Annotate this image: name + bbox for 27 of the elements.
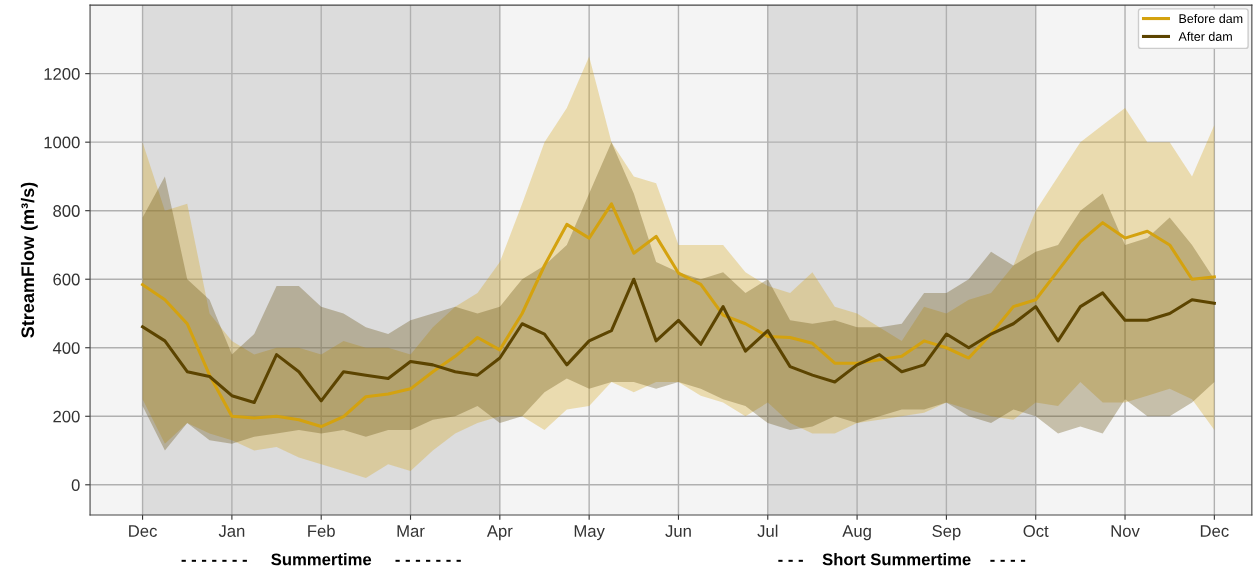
x-tick-label: Jan [218,525,245,537]
x-tick-label: Jun [665,525,691,537]
x-tick-label: Feb [308,524,335,537]
x-tick-label: Jul [757,524,778,537]
x-tick-label: Dec [1200,525,1229,537]
band-label: - - - Short Summertime - - - - [778,553,1026,566]
y-tick-label: 800 [53,205,80,217]
x-tick-label: Aug [842,525,871,541]
x-tick-label: Sep [932,525,961,541]
y-tick-label: 600 [53,273,80,286]
x-tick-label: Dec [129,525,157,537]
line-series [141,202,1216,429]
y-tick-label: 1200 [44,68,80,80]
y-tick-label: 0 [71,479,80,491]
y-tick-label: 1000 [44,136,80,149]
y-tick-label: 200 [53,410,80,423]
band-label: - - - - - - - Summertime - - - - - - - [181,553,461,566]
y-tick-label: 400 [52,342,80,354]
y-axis-title: StreamFlow (m³/s) [20,182,38,338]
x-tick-label: Mar [397,525,425,537]
legend-label: Before dam [1179,13,1243,24]
x-tick-label: May [574,525,605,541]
line-series [141,277,1216,405]
x-tick-label: Oct [1023,525,1049,537]
x-tick-label: Apr [486,525,513,541]
legend-label: After dam [1178,31,1232,41]
x-tick-label: Nov [1111,525,1140,537]
